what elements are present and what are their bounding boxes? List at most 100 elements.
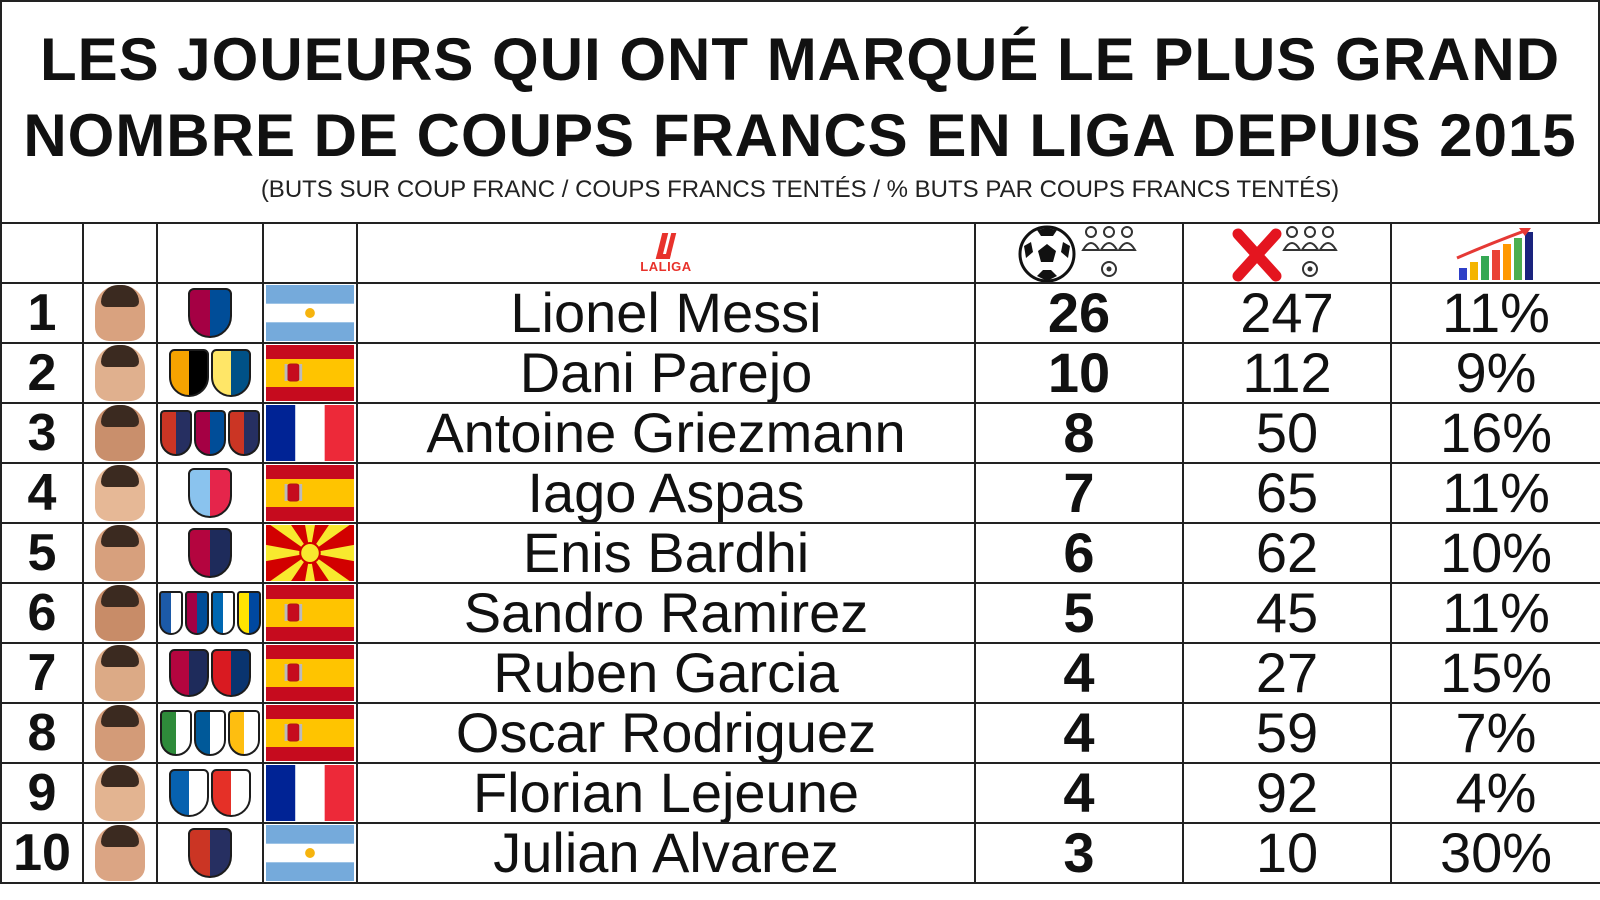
- flag-cell: [262, 582, 358, 644]
- player-photo-icon: [95, 825, 145, 881]
- pct-cell: 4%: [1390, 762, 1600, 824]
- flag-icon: [266, 345, 354, 401]
- table-row: 3 Antoine Griezmann 8 50 16%: [0, 402, 1600, 464]
- club-crest-icon: [188, 468, 232, 518]
- club-crest-icon: [211, 769, 251, 817]
- rank-cell: 4: [0, 462, 84, 524]
- laliga-logo-icon: LALIGA: [640, 233, 691, 274]
- club-crest-icon: [228, 410, 260, 456]
- attempts-cell: 10: [1182, 822, 1392, 884]
- table-row: 2 Dani Parejo 10 112 9%: [0, 342, 1600, 404]
- photo-cell: [82, 702, 158, 764]
- header-photo-cell: [82, 222, 158, 284]
- rank-cell: 5: [0, 522, 84, 584]
- pct-cell: 15%: [1390, 642, 1600, 704]
- goals-cell: 8: [974, 402, 1184, 464]
- clubs-cell: [156, 522, 264, 584]
- attempts-cell: 62: [1182, 522, 1392, 584]
- flag-icon: [266, 525, 354, 581]
- clubs-cell: [156, 642, 264, 704]
- goals-cell: 4: [974, 702, 1184, 764]
- flag-icon: [266, 645, 354, 701]
- player-name-cell: Iago Aspas: [356, 462, 976, 524]
- club-crests: [159, 285, 261, 341]
- laliga-logo-text: LALIGA: [640, 258, 692, 274]
- rising-bar-chart-icon: [1456, 228, 1533, 280]
- rank-cell: 6: [0, 582, 84, 644]
- table-row: 7 Ruben Garcia 4 27 15%: [0, 642, 1600, 704]
- pct-cell: 11%: [1390, 282, 1600, 344]
- clubs-cell: [156, 342, 264, 404]
- rank-cell: 7: [0, 642, 84, 704]
- rank-cell: 3: [0, 402, 84, 464]
- club-crests: [159, 585, 261, 641]
- table-row: 10 Julian Alvarez 3 10 30%: [0, 822, 1600, 884]
- photo-cell: [82, 762, 158, 824]
- club-crest-icon: [169, 649, 209, 697]
- flag-cell: [262, 342, 358, 404]
- clubs-cell: [156, 582, 264, 644]
- player-photo-icon: [95, 765, 145, 821]
- flag-icon: [266, 285, 354, 341]
- goals-cell: 26: [974, 282, 1184, 344]
- title-line-2: NOMBRE DE COUPS FRANCS EN LIGA DEPUIS 20…: [23, 102, 1577, 169]
- clubs-cell: [156, 402, 264, 464]
- club-crest-icon: [169, 349, 209, 397]
- player-photo-icon: [95, 645, 145, 701]
- club-crest-icon: [211, 649, 251, 697]
- player-name-cell: Antoine Griezmann: [356, 402, 976, 464]
- rank-cell: 2: [0, 342, 84, 404]
- photo-cell: [82, 642, 158, 704]
- player-photo-icon: [95, 705, 145, 761]
- flag-cell: [262, 642, 358, 704]
- goals-cell: 5: [974, 582, 1184, 644]
- header-clubs-cell: [156, 222, 264, 284]
- photo-cell: [82, 822, 158, 884]
- pct-cell: 7%: [1390, 702, 1600, 764]
- goals-cell: 4: [974, 642, 1184, 704]
- player-photo-icon: [95, 585, 145, 641]
- club-crest-icon: [228, 710, 260, 756]
- goals-cell: 7: [974, 462, 1184, 524]
- club-crest-icon: [188, 528, 232, 578]
- attempts-cell: 112: [1182, 342, 1392, 404]
- football-wall-icon: [1018, 225, 1137, 281]
- flag-cell: [262, 402, 358, 464]
- flag-cell: [262, 522, 358, 584]
- table-row: 5 Enis Bardhi 6 62 10%: [0, 522, 1600, 584]
- rank-cell: 9: [0, 762, 84, 824]
- pct-cell: 10%: [1390, 522, 1600, 584]
- player-name-cell: Enis Bardhi: [356, 522, 976, 584]
- club-crests: [159, 825, 261, 881]
- laliga-mark-icon: [655, 233, 677, 259]
- flag-icon: [266, 705, 354, 761]
- club-crests: [159, 645, 261, 701]
- player-photo-icon: [95, 285, 145, 341]
- player-photo-icon: [95, 405, 145, 461]
- club-crest-icon: [237, 591, 261, 635]
- table-row: 9 Florian Lejeune 4 92 4%: [0, 762, 1600, 824]
- photo-cell: [82, 402, 158, 464]
- club-crests: [159, 705, 261, 761]
- attempts-cell: 65: [1182, 462, 1392, 524]
- player-name-cell: Ruben Garcia: [356, 642, 976, 704]
- clubs-cell: [156, 702, 264, 764]
- table-row: 4 Iago Aspas 7 65 11%: [0, 462, 1600, 524]
- rank-cell: 1: [0, 282, 84, 344]
- header-pct-cell: [1390, 222, 1600, 284]
- club-crests: [159, 405, 261, 461]
- goals-cell: 10: [974, 342, 1184, 404]
- flag-cell: [262, 702, 358, 764]
- attempts-cell: 27: [1182, 642, 1392, 704]
- goals-cell: 4: [974, 762, 1184, 824]
- club-crests: [159, 525, 261, 581]
- pct-cell: 30%: [1390, 822, 1600, 884]
- rank-cell: 8: [0, 702, 84, 764]
- clubs-cell: [156, 822, 264, 884]
- attempts-cell: 247: [1182, 282, 1392, 344]
- club-crest-icon: [160, 710, 192, 756]
- flag-icon: [266, 585, 354, 641]
- club-crest-icon: [169, 769, 209, 817]
- clubs-cell: [156, 462, 264, 524]
